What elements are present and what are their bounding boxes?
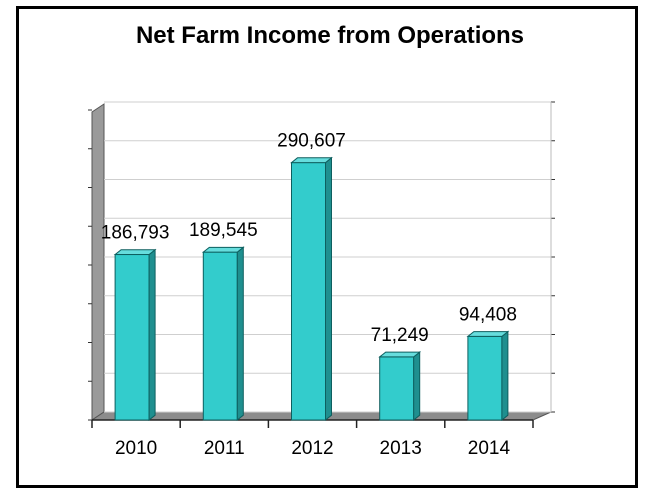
bar-side-2014	[501, 330, 509, 422]
bar-side-2010	[148, 248, 156, 422]
bar-2014	[467, 335, 503, 421]
bar-top-2011	[201, 246, 245, 253]
x-tick-label-2010: 2010	[115, 438, 157, 459]
bar-top-2010	[113, 249, 157, 256]
data-label-2012: 290,607	[277, 131, 346, 152]
x-tick-label-2011: 2011	[204, 438, 245, 459]
bar-top-2012	[290, 157, 333, 164]
bar-side-2011	[236, 246, 244, 422]
x-tick-label-2013: 2013	[380, 438, 422, 459]
bar-2013	[379, 356, 415, 421]
bar-2012	[291, 162, 326, 421]
chart-title: Net Farm Income from Operations	[135, 22, 525, 49]
data-label-2014: 94,408	[459, 304, 517, 325]
bar-2011	[202, 251, 238, 421]
data-label-2013: 71,249	[371, 325, 429, 346]
x-tick-label-2014: 2014	[468, 438, 511, 459]
bar-2010	[114, 254, 150, 421]
data-label-2010: 186,793	[101, 223, 170, 244]
bar-top-2013	[378, 351, 422, 358]
bar-top-2014	[466, 331, 510, 337]
bar-side-2012	[325, 156, 332, 422]
data-label-2011: 189,545	[189, 220, 258, 241]
bar-side-2013	[413, 351, 421, 422]
side-wall	[91, 103, 105, 421]
x-tick-label-2012: 2012	[291, 438, 333, 459]
